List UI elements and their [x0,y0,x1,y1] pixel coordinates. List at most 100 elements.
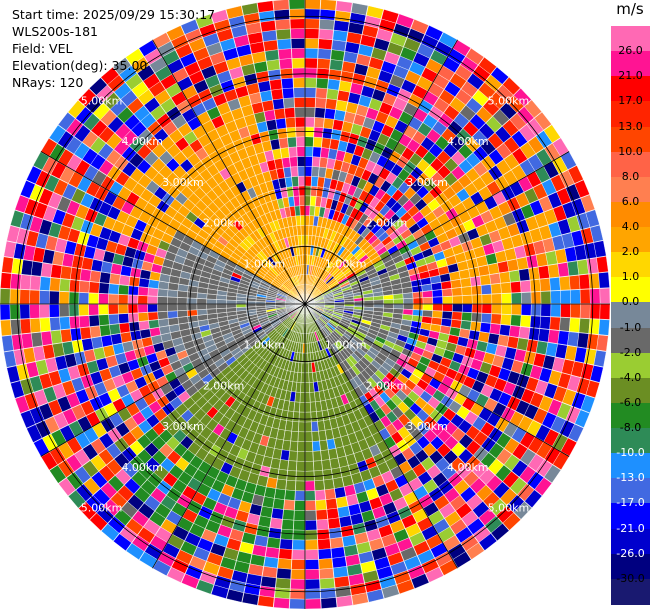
range-gate [308,372,314,383]
colorbar-tick-label: 21.0 [618,69,643,83]
range-gate [432,296,443,304]
range-ring-label: 4.00km [121,135,163,148]
range-gate [293,77,305,88]
colorbar-tick-label: -6.0 [619,395,642,409]
range-ring-label: 5.00km [81,95,123,108]
range-gate [89,270,102,283]
range-gate [117,294,129,305]
range-gate [20,180,36,199]
azimuth-spoke [304,303,458,569]
range-gate [206,308,218,315]
range-gate [120,331,133,344]
range-gate [293,510,306,521]
range-gate [366,588,385,603]
range-gate [508,269,521,283]
scan-metadata: Start time: 2025/09/29 15:30:17 WLS200s-… [12,6,215,91]
range-gate [478,331,490,343]
range-ring-label: 4.00km [447,135,489,148]
range-gate [305,520,317,531]
range-gate [177,316,189,325]
range-gate [39,317,51,332]
range-gate [196,298,207,305]
range-gate [402,292,414,299]
range-gate [294,107,305,118]
range-gate [560,437,578,457]
range-gate [49,464,67,484]
range-gate [569,275,581,290]
range-gate [301,234,306,246]
range-gate [266,477,278,489]
range-gate [422,310,433,318]
range-gate [460,320,472,331]
range-gate [157,304,168,312]
range-gate [88,281,100,294]
range-gate [120,265,132,277]
range-gate [137,312,149,322]
range-gate [39,276,51,291]
colorbar-swatch [611,428,650,454]
range-gate [395,13,415,29]
range-gate [292,411,300,423]
range-gate [297,166,305,177]
range-gate [274,488,286,500]
range-gate [421,283,433,292]
range-gate [543,124,561,144]
range-gate [181,573,200,589]
range-gate [441,288,453,297]
range-gate [422,290,433,298]
colorbar-swatch [611,352,650,379]
colorbar-swatch [611,151,650,178]
range-gate [319,9,336,21]
colorbar-tick-label: 0.0 [621,295,640,309]
range-gate [567,423,584,443]
range-gate [276,28,291,40]
range-gate [10,319,22,336]
range-gate [310,411,318,423]
colorbar-tick-label: -26.0 [616,546,645,560]
colorbar-swatch [611,528,650,555]
range-gate [296,461,306,472]
range-gate [442,296,453,304]
range-gate [381,9,400,24]
colorbar-tick-label: -2.0 [619,345,642,359]
range-gate [309,382,315,393]
range-gate [329,59,344,71]
colorbar-tick-label: 13.0 [618,119,643,133]
colorbar-swatch [611,252,650,278]
range-gate [294,500,306,511]
range-gate [40,451,58,471]
range-gate [305,598,322,610]
range-gate [312,440,321,452]
range-ring-label: 4.00km [121,461,163,474]
colorbar-tick-label: 17.0 [618,94,643,108]
range-gate [69,279,81,293]
azimuth-spoke [304,39,458,305]
range-gate [314,117,325,128]
range-gate [489,323,501,335]
range-gate [118,274,131,286]
range-gate [438,31,458,49]
range-gate [288,450,298,462]
range-gate [383,299,394,305]
range-gate [538,328,550,343]
range-gate [422,303,434,311]
range-gate [320,0,337,11]
range-gate [186,304,198,311]
range-gate [315,97,327,109]
range-gate [39,304,50,319]
range-gate [319,577,335,590]
range-gate [304,126,315,138]
range-gate [297,156,305,167]
range-gate [294,490,306,501]
range-gate [280,68,293,80]
range-gate [325,498,338,510]
range-gate [574,179,590,199]
range-gate [442,303,453,312]
range-gate [225,5,244,20]
range-gate [280,528,294,540]
range-gate [147,304,158,313]
colorbar-swatch [611,26,650,52]
range-gate [289,598,306,610]
range-gate [49,277,61,292]
colorbar-unit: m/s [616,0,644,18]
